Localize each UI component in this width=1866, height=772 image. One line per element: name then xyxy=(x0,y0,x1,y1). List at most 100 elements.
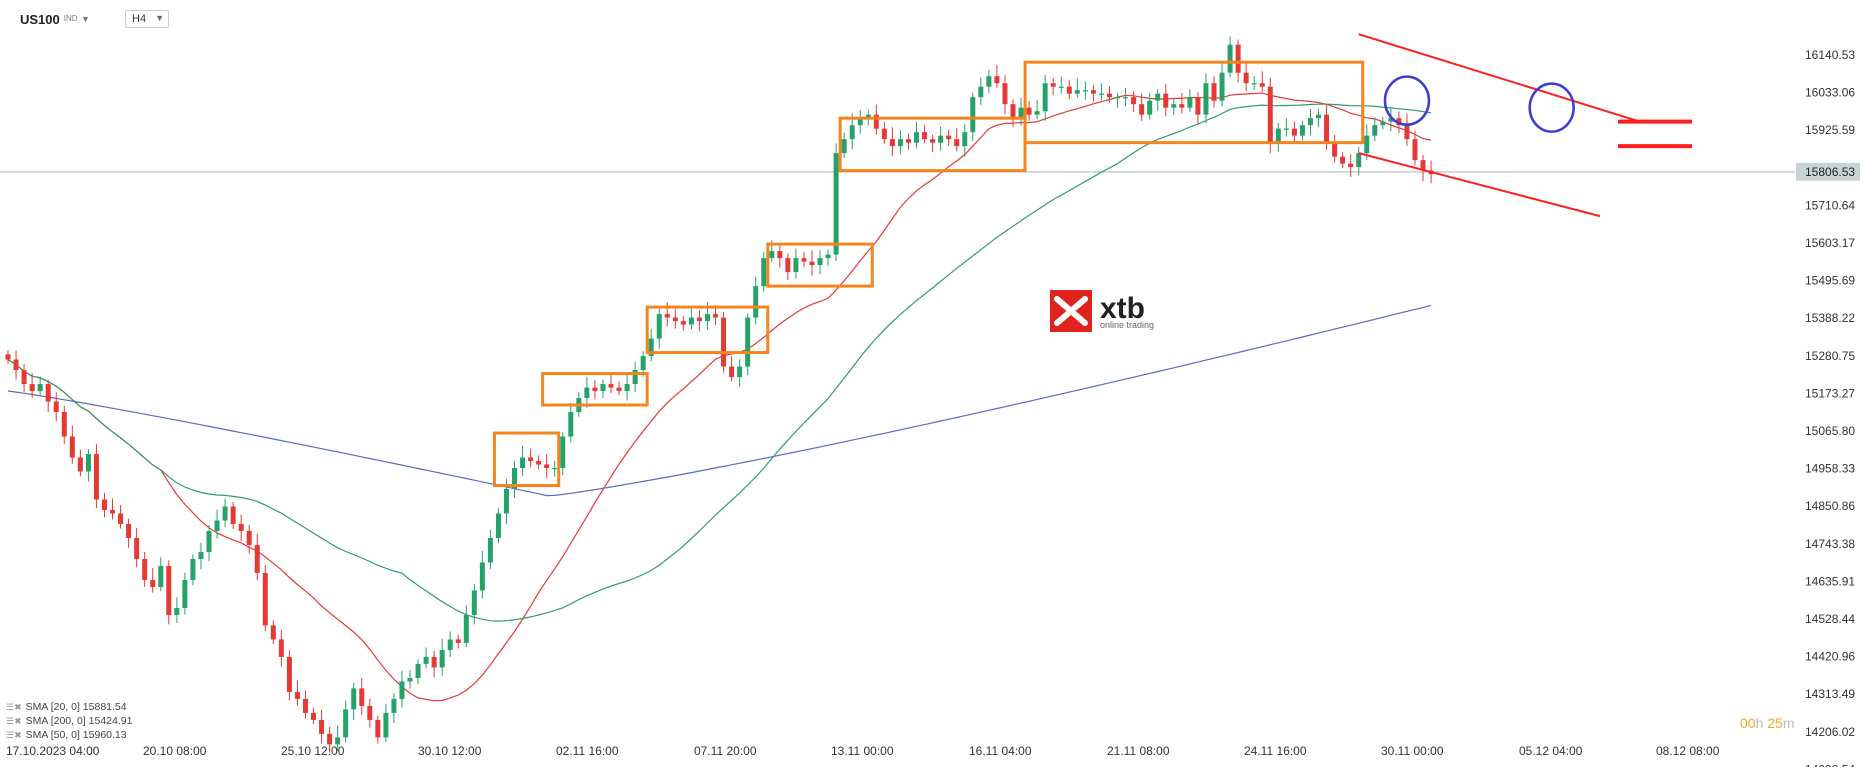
candle-body[interactable] xyxy=(222,506,228,521)
candle-body[interactable] xyxy=(624,384,630,392)
candle-body[interactable] xyxy=(270,625,276,640)
channel-upper-line[interactable] xyxy=(1358,33,1641,123)
consolidation-box[interactable] xyxy=(1023,60,1365,145)
candle-body[interactable] xyxy=(206,530,212,552)
candle-body[interactable] xyxy=(254,544,260,573)
indicator-row[interactable]: ☰✖ SMA [20, 0] 15881.54 xyxy=(6,700,132,714)
candle-body[interactable] xyxy=(1147,100,1153,115)
candle-body[interactable] xyxy=(37,384,43,392)
candle-body[interactable] xyxy=(53,401,59,413)
candle-body[interactable] xyxy=(174,607,180,615)
candle-body[interactable] xyxy=(1098,93,1104,95)
candle-body[interactable] xyxy=(640,356,646,371)
candle-body[interactable] xyxy=(1106,93,1112,98)
candle-body[interactable] xyxy=(1372,125,1378,136)
candle-body[interactable] xyxy=(1259,83,1265,87)
candle-body[interactable] xyxy=(1179,104,1185,108)
candle-body[interactable] xyxy=(777,251,783,259)
candle-body[interactable] xyxy=(1123,97,1129,99)
candle-body[interactable] xyxy=(1420,160,1426,171)
candle-body[interactable] xyxy=(278,639,284,657)
candle-body[interactable] xyxy=(713,314,719,318)
candle-body[interactable] xyxy=(1090,90,1096,94)
indicator-row[interactable]: ☰✖ SMA [50, 0] 15960.13 xyxy=(6,728,132,742)
consolidation-box[interactable] xyxy=(541,372,649,407)
candle-body[interactable] xyxy=(1171,104,1177,108)
candle-body[interactable] xyxy=(753,286,759,318)
candle-body[interactable] xyxy=(1316,114,1322,119)
candle-body[interactable] xyxy=(359,688,365,706)
candle-body[interactable] xyxy=(182,579,188,608)
candle-body[interactable] xyxy=(1380,121,1386,126)
candle-body[interactable] xyxy=(1235,44,1241,73)
candle-body[interactable] xyxy=(1243,72,1249,84)
candle-body[interactable] xyxy=(198,551,204,559)
candle-body[interactable] xyxy=(592,387,598,392)
candle-body[interactable] xyxy=(664,314,670,318)
consolidation-box[interactable] xyxy=(492,431,561,488)
candle-body[interactable] xyxy=(680,321,686,325)
candle-body[interactable] xyxy=(1324,114,1330,143)
candle-body[interactable] xyxy=(1131,97,1137,105)
candle-body[interactable] xyxy=(552,468,558,470)
candle-body[interactable] xyxy=(857,118,863,126)
candle-body[interactable] xyxy=(1283,128,1289,130)
candle-body[interactable] xyxy=(399,681,405,699)
consolidation-box[interactable] xyxy=(766,242,874,288)
candle-body[interactable] xyxy=(938,135,944,143)
candle-body[interactable] xyxy=(600,384,606,392)
candle-body[interactable] xyxy=(873,114,879,129)
candle-body[interactable] xyxy=(954,139,960,147)
candle-body[interactable] xyxy=(721,317,727,367)
candle-body[interactable] xyxy=(1066,86,1072,94)
candle-body[interactable] xyxy=(375,719,381,738)
candle-body[interactable] xyxy=(166,565,172,615)
candle-body[interactable] xyxy=(849,125,855,140)
candle-body[interactable] xyxy=(29,384,35,392)
candle-body[interactable] xyxy=(833,153,839,255)
candle-body[interactable] xyxy=(311,712,317,720)
candle-body[interactable] xyxy=(439,649,445,668)
candle-body[interactable] xyxy=(21,370,27,385)
candle-body[interactable] xyxy=(487,537,493,563)
candle-body[interactable] xyxy=(1115,97,1121,99)
candle-body[interactable] xyxy=(214,520,220,531)
highlight-circle[interactable] xyxy=(1528,82,1575,133)
candle-body[interactable] xyxy=(286,656,292,692)
candle-body[interactable] xyxy=(302,698,308,713)
candle-body[interactable] xyxy=(930,139,936,143)
candle-body[interactable] xyxy=(1396,118,1402,126)
candle-body[interactable] xyxy=(769,251,775,259)
candle-body[interactable] xyxy=(584,387,590,399)
candle-body[interactable] xyxy=(335,737,341,745)
candle-body[interactable] xyxy=(126,523,132,538)
candle-body[interactable] xyxy=(616,387,622,392)
candle-body[interactable] xyxy=(351,688,357,710)
candle-body[interactable] xyxy=(704,314,710,322)
candle-body[interactable] xyxy=(158,565,164,587)
candle-body[interactable] xyxy=(528,457,534,462)
candle-body[interactable] xyxy=(1195,97,1201,115)
candle-body[interactable] xyxy=(978,86,984,98)
candle-body[interactable] xyxy=(246,530,252,545)
candle-body[interactable] xyxy=(423,656,429,664)
candle-body[interactable] xyxy=(463,614,469,643)
candle-body[interactable] xyxy=(737,366,743,378)
indicator-row[interactable]: ☰✖ SMA [200, 0] 15424.91 xyxy=(6,714,132,728)
indicator-settings-icon[interactable]: ☰✖ xyxy=(6,716,22,726)
candle-body[interactable] xyxy=(865,114,871,119)
candle-body[interactable] xyxy=(45,384,51,402)
candle-body[interactable] xyxy=(889,139,895,147)
candle-body[interactable] xyxy=(447,639,453,650)
candle-body[interactable] xyxy=(431,656,437,668)
candle-body[interactable] xyxy=(1388,118,1394,122)
candle-body[interactable] xyxy=(544,464,550,469)
candle-body[interactable] xyxy=(1034,111,1040,115)
candle-body[interactable] xyxy=(1251,83,1257,85)
candle-body[interactable] xyxy=(1050,83,1056,87)
candle-body[interactable] xyxy=(761,258,767,287)
indicator-settings-icon[interactable]: ☰✖ xyxy=(6,702,22,712)
candle-body[interactable] xyxy=(1412,139,1418,161)
candle-body[interactable] xyxy=(1291,128,1297,136)
candle-body[interactable] xyxy=(1018,107,1024,119)
